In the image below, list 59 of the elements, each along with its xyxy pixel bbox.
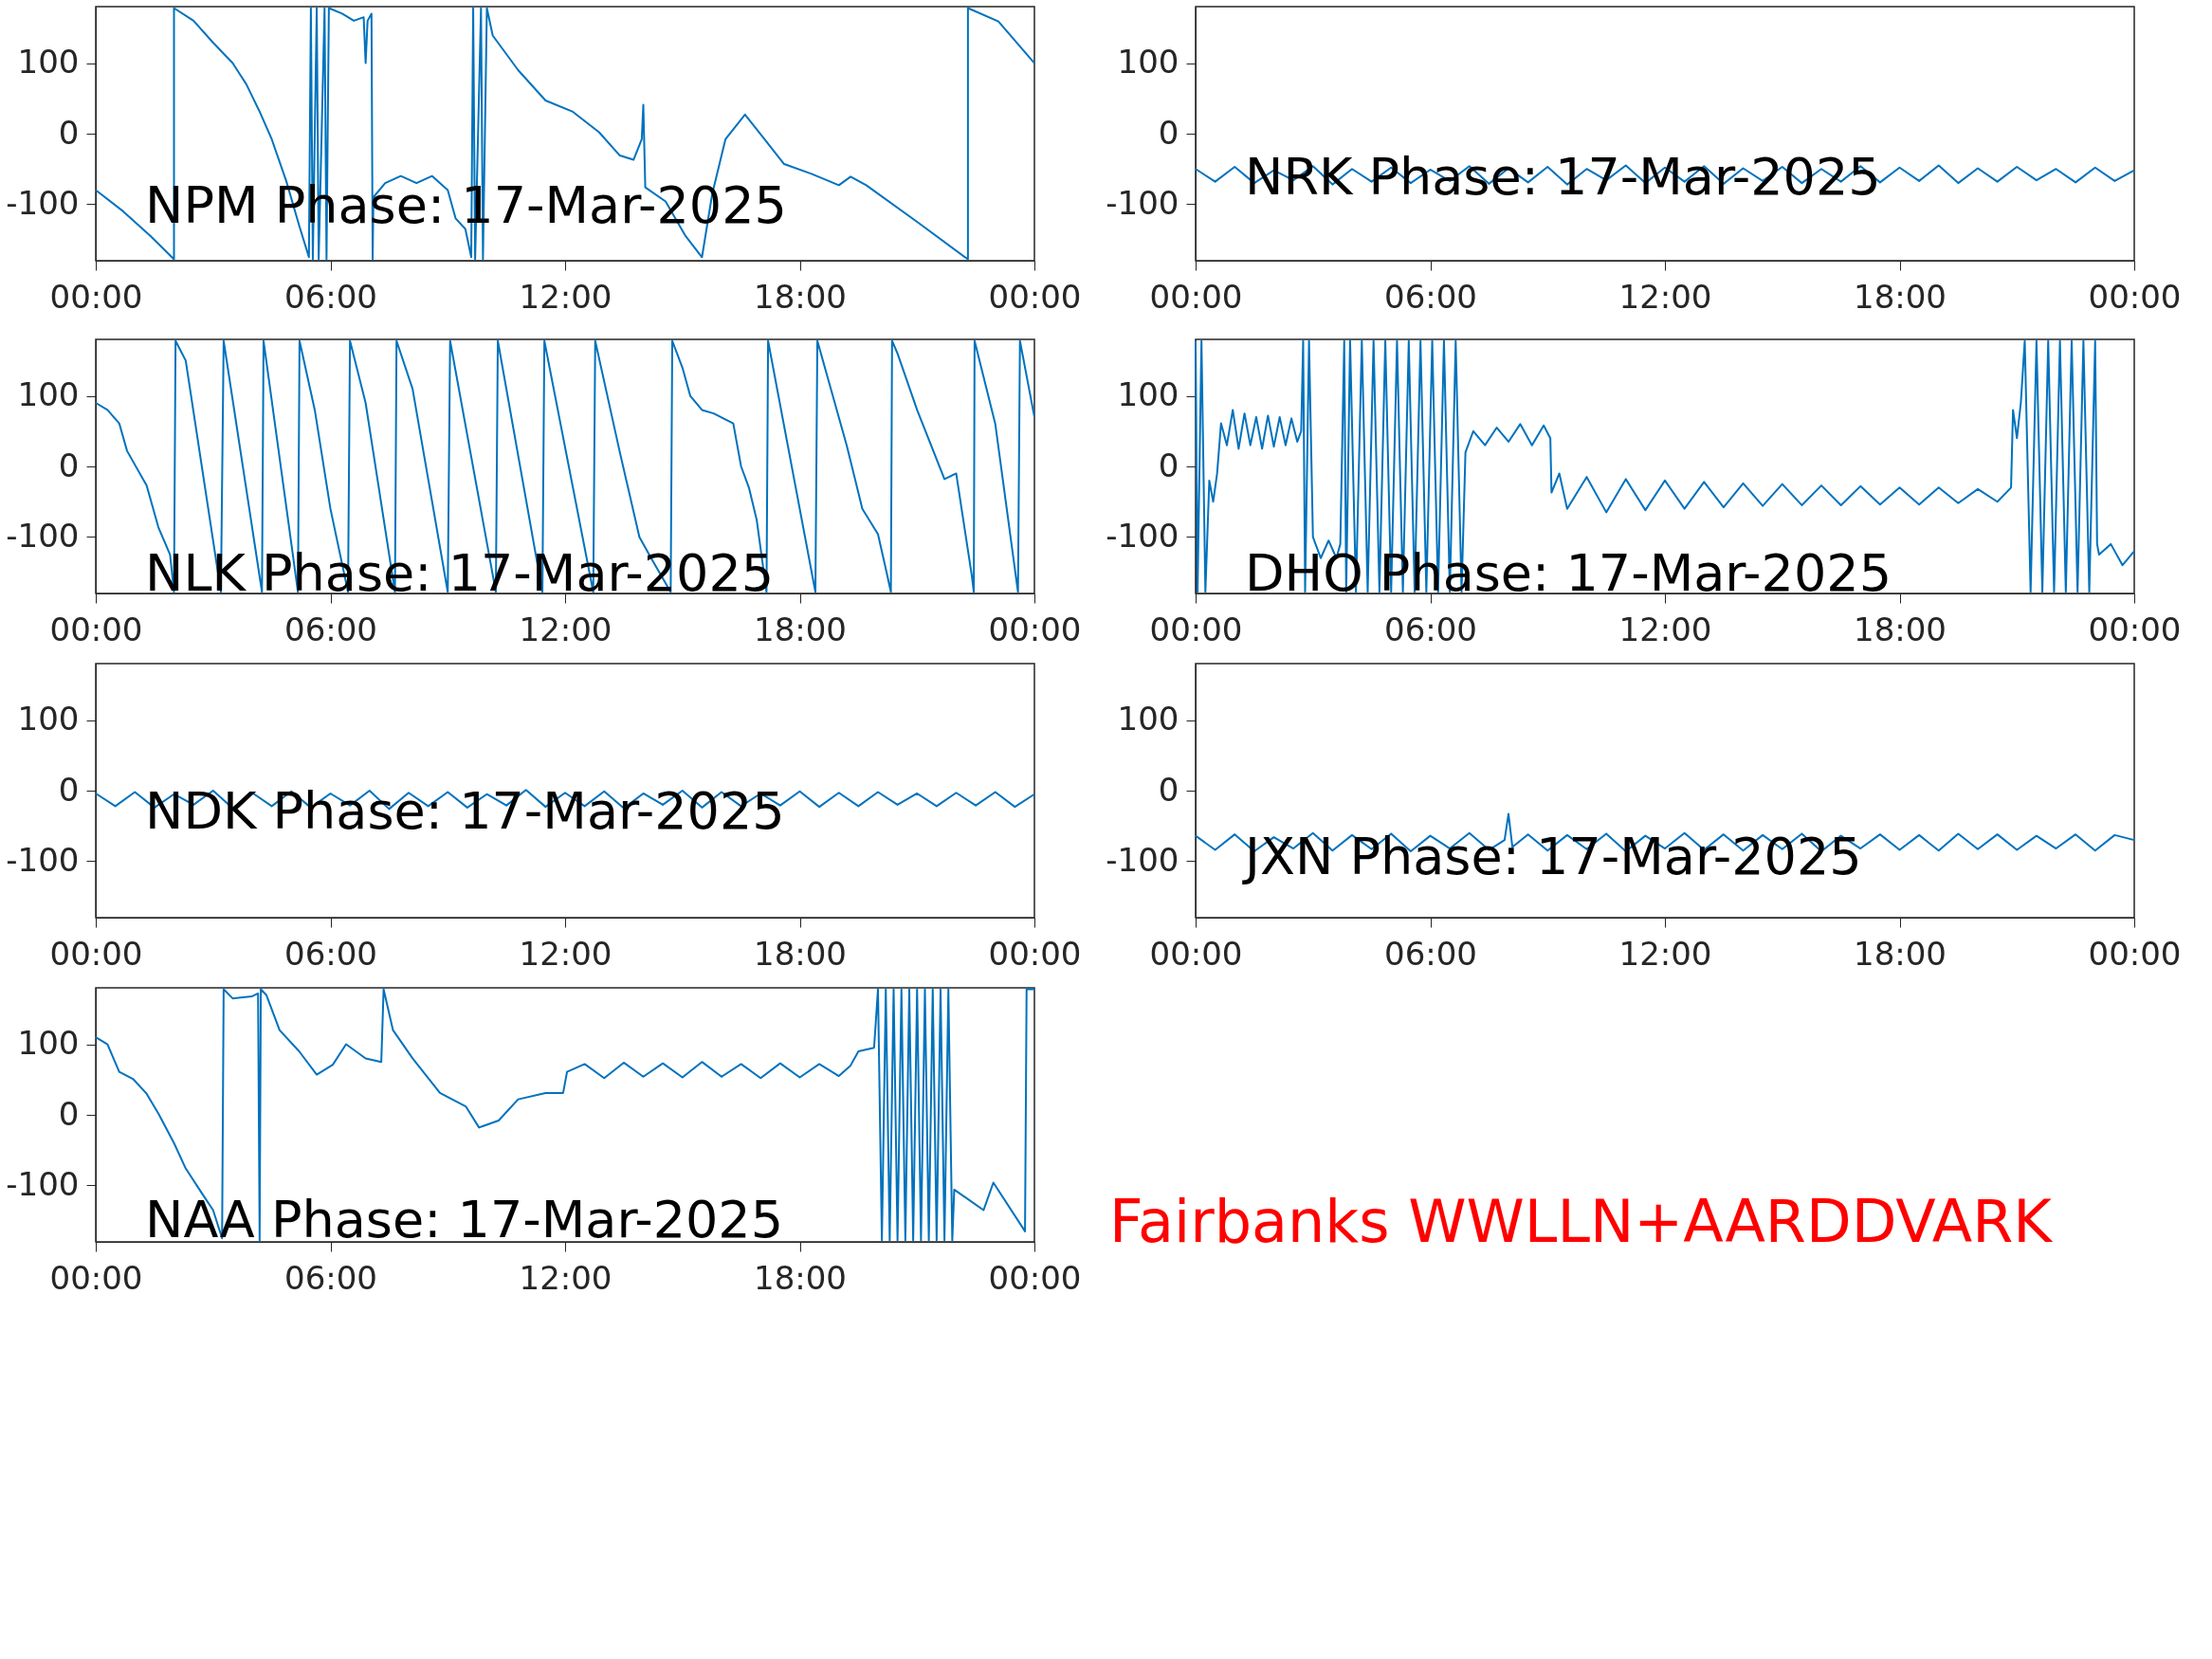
x-tick-label: 12:00 — [1618, 277, 1712, 316]
text: Fairbanks WWLLN+AARDDVARK — [1109, 1187, 2054, 1256]
y-tick-label: 100 — [17, 375, 80, 414]
y-tick-label: 0 — [58, 113, 80, 152]
x-tick-label: 00:00 — [1149, 277, 1243, 316]
x-tick-label: 12:00 — [1618, 934, 1712, 973]
x-tick-label: 00:00 — [988, 277, 1082, 316]
x-tick-label: 18:00 — [1854, 277, 1947, 316]
x-tick-label: 06:00 — [1384, 934, 1477, 973]
x-tick-label: 06:00 — [1384, 610, 1477, 648]
x-tick-label: 00:00 — [49, 277, 143, 316]
x-tick-label: 00:00 — [49, 934, 143, 973]
x-tick-label: 06:00 — [284, 277, 377, 316]
x-tick-label: 18:00 — [754, 934, 847, 973]
x-tick-label: 12:00 — [1618, 610, 1712, 648]
x-tick-label: 00:00 — [49, 1258, 143, 1297]
x-tick-label: 00:00 — [1149, 934, 1243, 973]
x-tick-label: 06:00 — [284, 934, 377, 973]
y-tick-label: -100 — [6, 1164, 80, 1203]
y-tick-label: 0 — [58, 1094, 80, 1133]
y-tick-label: 100 — [1117, 700, 1179, 738]
y-tick-label: -100 — [6, 183, 80, 222]
x-tick-label: 18:00 — [754, 277, 847, 316]
x-tick-label: 12:00 — [519, 277, 612, 316]
y-tick-label: 100 — [1117, 43, 1179, 82]
x-tick-label: 00:00 — [2088, 610, 2182, 648]
y-tick-label: -100 — [1106, 840, 1179, 879]
y-tick-label: -100 — [1106, 183, 1179, 222]
x-tick-label: 00:00 — [988, 610, 1082, 648]
y-tick-label: 100 — [17, 1024, 80, 1063]
x-tick-label: 12:00 — [519, 934, 612, 973]
x-tick-label: 18:00 — [754, 610, 847, 648]
x-tick-label: 12:00 — [519, 1258, 612, 1297]
y-tick-label: -100 — [1106, 516, 1179, 555]
x-tick-label: 00:00 — [49, 610, 143, 648]
x-tick-label: 06:00 — [284, 1258, 377, 1297]
x-tick-label: 06:00 — [1384, 277, 1477, 316]
x-tick-label: 00:00 — [1149, 610, 1243, 648]
y-tick-label: 0 — [1158, 113, 1179, 152]
y-tick-label: 0 — [1158, 770, 1179, 809]
x-tick-label: 18:00 — [754, 1258, 847, 1297]
text: JXN Phase: 17-Mar-2025 — [1242, 827, 1862, 887]
text: NDK Phase: 17-Mar-2025 — [145, 781, 785, 842]
x-tick-label: 00:00 — [988, 1258, 1082, 1297]
x-tick-label: 06:00 — [284, 610, 377, 648]
x-tick-label: 18:00 — [1854, 610, 1947, 648]
x-tick-label: 00:00 — [2088, 277, 2182, 316]
x-tick-label: 12:00 — [519, 610, 612, 648]
y-tick-label: 100 — [17, 43, 80, 82]
y-tick-label: 100 — [17, 700, 80, 738]
y-tick-label: 0 — [1158, 446, 1179, 484]
y-tick-label: -100 — [6, 840, 80, 879]
x-tick-label: 00:00 — [2088, 934, 2182, 973]
y-tick-label: 0 — [58, 446, 80, 484]
y-tick-label: 0 — [58, 770, 80, 809]
x-tick-label: 18:00 — [1854, 934, 1947, 973]
x-tick-label: 00:00 — [988, 934, 1082, 973]
y-tick-label: 100 — [1117, 375, 1179, 414]
y-tick-label: -100 — [6, 516, 80, 555]
